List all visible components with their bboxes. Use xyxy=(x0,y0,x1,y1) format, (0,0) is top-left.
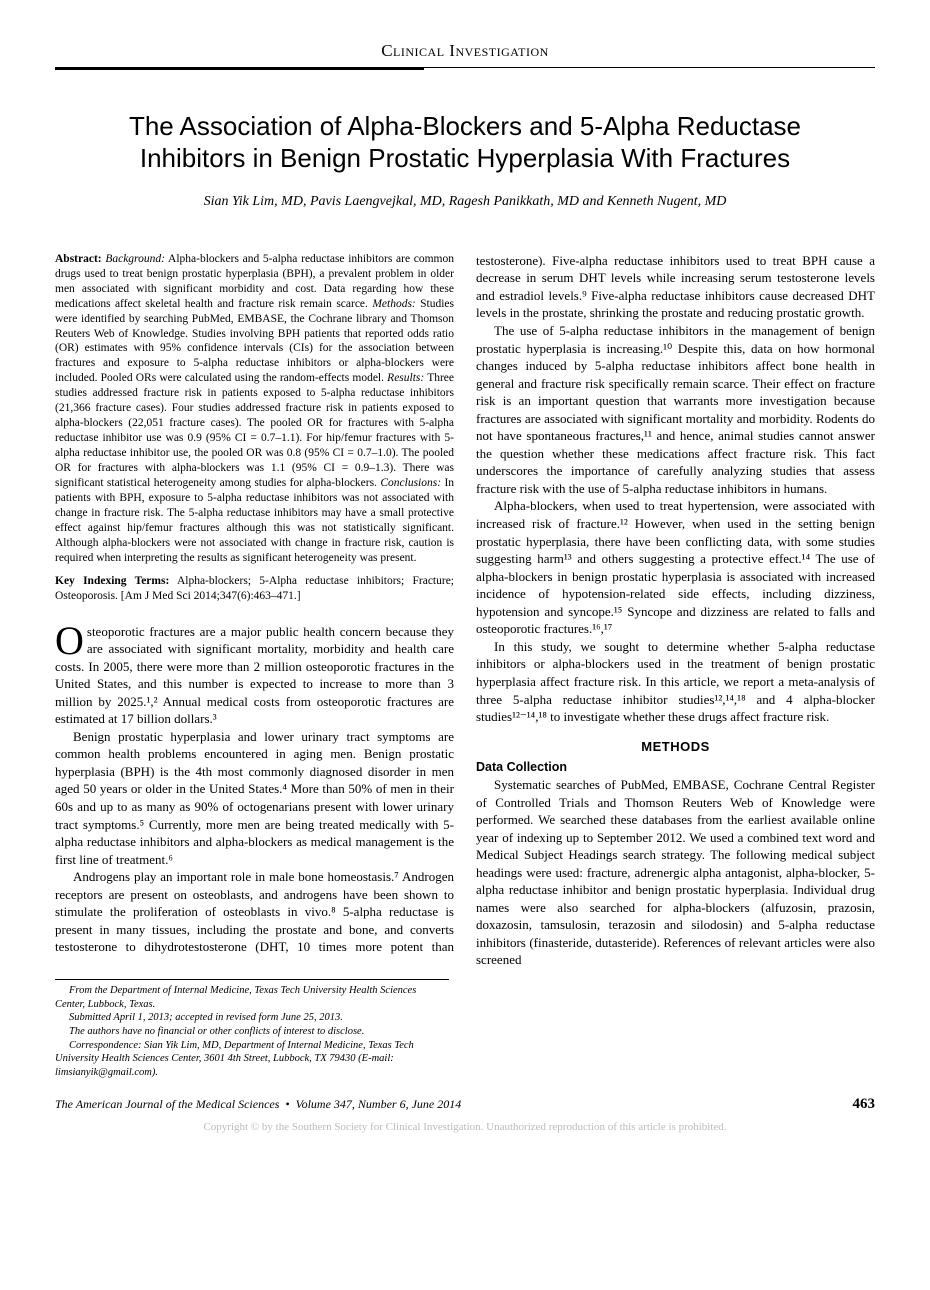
intro-p1: Osteoporotic fractures are a major publi… xyxy=(55,623,454,728)
abstract-label: Abstract: xyxy=(55,253,102,265)
issue-info: Volume 347, Number 6, June 2014 xyxy=(296,1097,462,1111)
footnote-affil: From the Department of Internal Medicine… xyxy=(55,984,449,1011)
intro-p5: Alpha-blockers, when used to treat hyper… xyxy=(476,497,875,637)
section-header: Clinical Investigation xyxy=(55,40,875,68)
section-name: Clinical Investigation xyxy=(381,41,549,60)
bg-label: Background: xyxy=(105,253,165,265)
footnotes: From the Department of Internal Medicine… xyxy=(55,979,449,1079)
footnote-corr: Correspondence: Sian Yik Lim, MD, Depart… xyxy=(55,1039,449,1080)
intro-p6: In this study, we sought to determine wh… xyxy=(476,638,875,726)
r-text: Three studies addressed fracture risk in… xyxy=(55,372,454,489)
r-label: Results: xyxy=(387,372,424,384)
article-title: The Association of Alpha-Blockers and 5-… xyxy=(95,110,835,175)
page-number: 463 xyxy=(853,1094,876,1114)
page-footer: The American Journal of the Medical Scie… xyxy=(55,1094,875,1114)
keyterms-label: Key Indexing Terms: xyxy=(55,575,169,587)
methods-heading: METHODS xyxy=(476,738,875,756)
content-columns: Abstract: Background: Alpha-blockers and… xyxy=(55,252,875,969)
intro-p2: Benign prostatic hyperplasia and lower u… xyxy=(55,728,454,868)
key-terms: Key Indexing Terms: Alpha-blockers; 5-Al… xyxy=(55,574,454,605)
footer-sep: • xyxy=(285,1097,289,1111)
footnote-dates: Submitted April 1, 2013; accepted in rev… xyxy=(55,1011,449,1025)
copyright-notice: Copyright © by the Southern Society for … xyxy=(55,1120,875,1135)
p1-text: steoporotic fractures are a major public… xyxy=(55,624,454,727)
abstract: Abstract: Background: Alpha-blockers and… xyxy=(55,252,454,566)
authors: Sian Yik Lim, MD, Pavis Laengvejkal, MD,… xyxy=(55,193,875,212)
intro-p4: The use of 5-alpha reductase inhibitors … xyxy=(476,322,875,497)
c-text: In patients with BPH, exposure to 5-alph… xyxy=(55,477,454,564)
m-label: Methods: xyxy=(372,298,415,310)
c-label: Conclusions: xyxy=(380,477,441,489)
data-collection-heading: Data Collection xyxy=(476,759,875,776)
footnote-coi: The authors have no financial or other c… xyxy=(55,1025,449,1039)
dropcap: O xyxy=(55,623,87,657)
journal-name: The American Journal of the Medical Scie… xyxy=(55,1097,279,1111)
journal-info: The American Journal of the Medical Scie… xyxy=(55,1096,461,1112)
methods-p1: Systematic searches of PubMed, EMBASE, C… xyxy=(476,776,875,969)
